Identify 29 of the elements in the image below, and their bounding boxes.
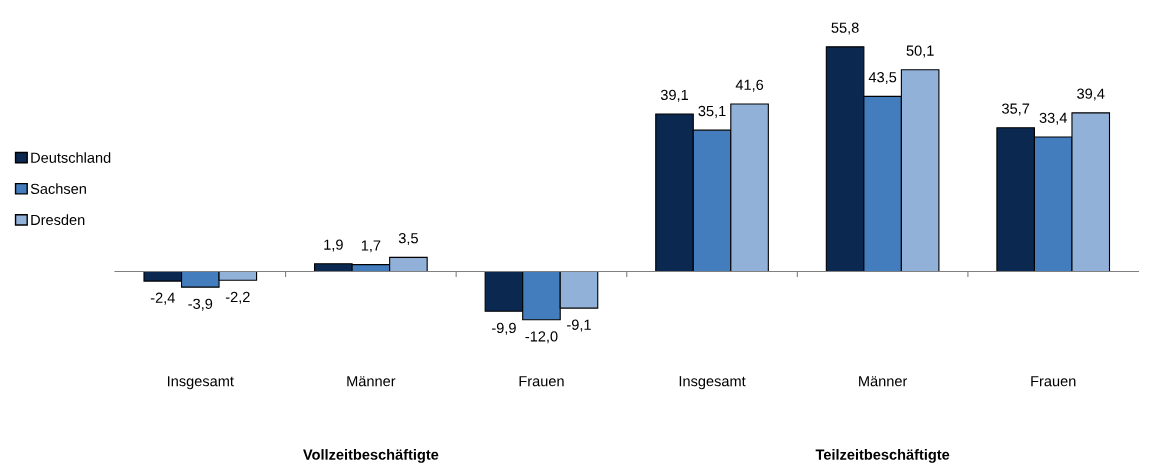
x-tick-label: Insgesamt — [679, 376, 746, 390]
x-tick-label: Frauen — [1031, 376, 1076, 387]
legend-label: Deutschland — [31, 152, 111, 163]
data-label: -12,0 — [525, 331, 558, 344]
x-tick-label: Männer — [347, 376, 396, 387]
data-label: -2,2 — [225, 291, 250, 304]
data-label: 50,1 — [906, 45, 934, 58]
data-label: 1,9 — [324, 239, 343, 252]
text: Vollzeitbeschäftigte — [303, 449, 439, 463]
legend-label: Sachsen — [30, 183, 86, 194]
data-label: -9,9 — [492, 322, 516, 335]
data-label: 35,7 — [1002, 103, 1030, 116]
x-tick-label: Männer — [859, 376, 908, 387]
data-label: 1,7 — [361, 240, 381, 253]
data-label: 3,5 — [398, 233, 418, 246]
data-label: 39,4 — [1077, 88, 1105, 101]
data-label: 43,5 — [868, 72, 897, 85]
text: Teilzeitbeschäftigte — [815, 449, 950, 463]
data-label: 39,1 — [660, 89, 688, 102]
data-label: -9,1 — [567, 319, 591, 332]
data-label: 35,1 — [698, 105, 726, 118]
data-label: 33,4 — [1039, 112, 1067, 125]
data-label: -2,4 — [150, 292, 175, 305]
data-label: -3,9 — [188, 298, 213, 311]
x-tick-label: Frauen — [519, 376, 564, 387]
x-tick-label: Insgesamt — [168, 376, 234, 390]
data-label: 55,8 — [831, 22, 859, 35]
data-label: 41,6 — [735, 79, 764, 92]
legend-label: Dresden — [31, 214, 85, 226]
